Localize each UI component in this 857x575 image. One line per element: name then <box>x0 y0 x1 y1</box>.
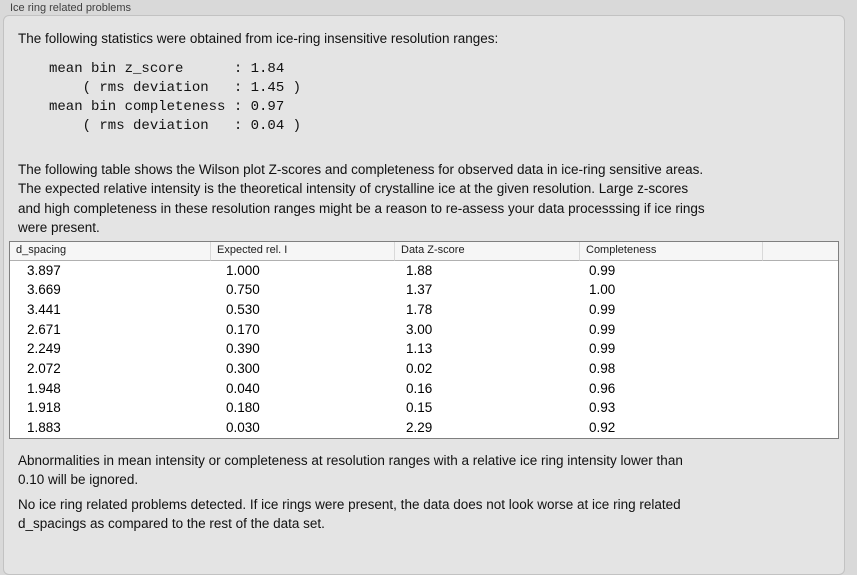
cell-empty <box>762 320 838 340</box>
cell: 0.180 <box>226 400 260 416</box>
cell-empty <box>762 418 838 438</box>
ice-ring-panel: The following statistics were obtained f… <box>3 15 845 575</box>
cell: 0.02 <box>406 361 433 377</box>
conclusion-text: No ice ring related problems detected. I… <box>18 496 681 532</box>
cell: 0.92 <box>589 420 616 436</box>
cell-empty <box>762 359 838 379</box>
cell-empty <box>762 261 838 281</box>
table-row[interactable]: 1.948 0.040 0.16 0.96 <box>10 379 838 399</box>
cell: 1.883 <box>27 420 61 436</box>
cell-empty <box>762 379 838 399</box>
column-header-completeness[interactable]: Completeness <box>579 241 762 261</box>
table-row[interactable]: 3.441 0.530 1.78 0.99 <box>10 300 838 320</box>
column-header-data-z-score[interactable]: Data Z-score <box>394 241 579 261</box>
table-description: The following table shows the Wilson plo… <box>18 161 705 236</box>
cell: 2.29 <box>406 420 433 436</box>
cell: 3.669 <box>27 282 61 298</box>
cell: 2.671 <box>27 321 61 337</box>
cell: 3.00 <box>406 321 433 337</box>
cell: 0.16 <box>406 380 433 396</box>
stats-block: mean bin z_score : 1.84 ( rms deviation … <box>49 60 302 134</box>
cell: 1.000 <box>226 262 260 278</box>
table-row[interactable]: 3.669 0.750 1.37 1.00 <box>10 280 838 300</box>
cell: 3.897 <box>27 262 61 278</box>
cell: 1.37 <box>406 282 433 298</box>
table-row[interactable]: 2.072 0.300 0.02 0.98 <box>10 359 838 379</box>
table-row[interactable]: 2.671 0.170 3.00 0.99 <box>10 320 838 340</box>
cell: 1.918 <box>27 400 61 416</box>
panel-title: Ice ring related problems <box>10 2 132 14</box>
cell: 1.88 <box>406 262 433 278</box>
ignore-note: Abnormalities in mean intensity or compl… <box>18 452 683 488</box>
cell-empty <box>762 280 838 300</box>
cell: 0.15 <box>406 400 433 416</box>
cell-empty <box>762 339 838 359</box>
cell: 0.170 <box>226 321 260 337</box>
cell: 0.99 <box>589 341 616 357</box>
cell: 0.96 <box>589 380 616 396</box>
table-row[interactable]: 3.897 1.000 1.88 0.99 <box>10 261 838 281</box>
table-row[interactable]: 2.249 0.390 1.13 0.99 <box>10 339 838 359</box>
cell: 2.072 <box>27 361 61 377</box>
table-row[interactable]: 1.918 0.180 0.15 0.93 <box>10 398 838 418</box>
cell: 0.300 <box>226 361 260 377</box>
cell-empty <box>762 300 838 320</box>
ice-ring-table: d_spacing Expected rel. I Data Z-score Comp… <box>9 240 839 439</box>
cell: 1.948 <box>27 380 61 396</box>
cell: 0.030 <box>226 420 260 436</box>
cell-empty <box>762 398 838 418</box>
cell: 0.390 <box>226 341 260 357</box>
cell: 0.750 <box>226 282 260 298</box>
column-header-expected-rel-i[interactable]: Expected rel. I <box>210 241 394 261</box>
cell: 1.78 <box>406 301 433 317</box>
table-row[interactable]: 1.883 0.030 2.29 0.92 <box>10 418 838 438</box>
cell: 0.530 <box>226 301 260 317</box>
cell: 0.98 <box>589 361 616 377</box>
cell: 0.99 <box>589 321 616 337</box>
cell: 1.13 <box>406 341 433 357</box>
cell: 2.249 <box>27 341 61 357</box>
table-header-row: d_spacing Expected rel. I Data Z-score Comp… <box>10 241 838 261</box>
cell: 0.040 <box>226 380 260 396</box>
report-page: { "panel": { "title": "Ice ring related … <box>3 2 845 575</box>
cell: 1.00 <box>589 282 616 298</box>
cell: 0.99 <box>589 262 616 278</box>
column-header-empty[interactable] <box>762 241 838 261</box>
cell: 0.93 <box>589 400 616 416</box>
intro-text: The following statistics were obtained f… <box>18 31 499 46</box>
column-header-d-spacing[interactable]: d_spacing <box>10 241 210 261</box>
cell: 0.99 <box>589 301 616 317</box>
table-body: 3.897 1.000 1.88 0.99 3.669 0.750 1.37 1.00 3.44… <box>10 261 838 438</box>
cell: 3.441 <box>27 301 61 317</box>
